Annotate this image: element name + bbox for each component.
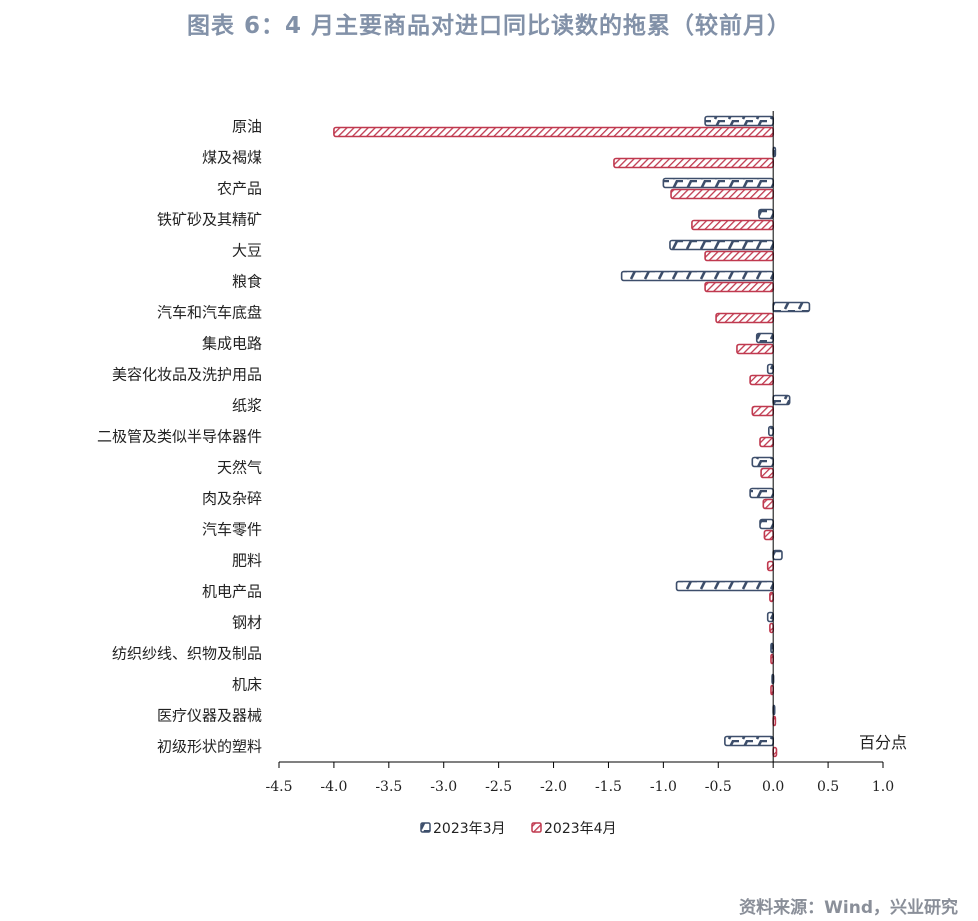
bar-series1 [766, 363, 774, 375]
bar-series2 [670, 188, 774, 200]
bar-series2 [762, 498, 774, 510]
category-label: 粮食 [232, 273, 262, 291]
x-tick-label: -1.0 [650, 779, 677, 795]
bar-series1 [767, 425, 774, 437]
bar-series2 [691, 219, 774, 231]
bar-series1 [704, 115, 774, 127]
bar-series2 [749, 374, 774, 386]
x-tick-label: -1.5 [595, 779, 622, 795]
category-label: 医疗仪器及器械 [157, 707, 262, 725]
x-tick-label: -4.5 [266, 779, 293, 795]
x-tick-label: -4.0 [320, 779, 347, 795]
category-label: 农产品 [217, 180, 262, 198]
bar-series2 [766, 560, 774, 572]
bar-series1 [759, 518, 774, 530]
bar-series1 [620, 270, 774, 282]
legend-swatch-series2 [531, 822, 542, 833]
bar-series1 [772, 394, 791, 406]
bar-series2 [704, 250, 774, 262]
category-label: 钢材 [232, 614, 262, 632]
x-tick-label: 1.0 [872, 779, 894, 795]
category-label: 机电产品 [202, 583, 262, 601]
bar-series2 [715, 312, 774, 324]
category-label: 纺织纱线、织物及制品 [112, 645, 262, 663]
category-label: 肥料 [232, 552, 262, 570]
category-label: 集成电路 [202, 335, 262, 353]
x-tick-label: -0.5 [705, 779, 732, 795]
x-tick-label: 0.5 [817, 779, 839, 795]
x-tick-label: -2.0 [540, 779, 567, 795]
x-tick-label: 0.0 [762, 779, 784, 795]
x-tick-label: -3.5 [375, 779, 402, 795]
bar-series2 [759, 436, 774, 448]
bar-series1 [751, 456, 774, 468]
legend-swatch-series1 [420, 822, 431, 833]
bar-series1 [662, 177, 774, 189]
category-label: 原油 [232, 118, 262, 136]
category-label: 汽车零件 [202, 521, 262, 539]
x-tick-label: -3.0 [430, 779, 457, 795]
bar-series1 [758, 208, 774, 220]
bar-series2 [736, 343, 774, 355]
legend-label-series1: 2023年3月 [433, 821, 506, 837]
bar-series1 [675, 580, 774, 592]
bar-series2 [613, 157, 774, 169]
chart-title: 图表 6：4 月主要商品对进口同比读数的拖累（较前月） [186, 13, 792, 39]
category-label: 煤及褐煤 [202, 149, 262, 167]
legend-label-series2: 2023年4月 [544, 821, 617, 837]
category-label: 初级形状的塑料 [157, 738, 262, 756]
category-label: 铁矿砂及其精矿 [157, 211, 262, 229]
category-label: 二极管及类似半导体器件 [97, 428, 262, 446]
bar-series1 [669, 239, 774, 251]
unit-label: 百分点 [859, 733, 907, 752]
bar-series1 [772, 301, 811, 313]
source-note: 资料来源：Wind，兴业研究 [739, 898, 958, 918]
bar-series2 [704, 281, 774, 293]
category-label: 汽车和汽车底盘 [157, 304, 262, 322]
bar-series1 [766, 611, 774, 623]
category-label: 纸浆 [232, 397, 262, 415]
category-label: 天然气 [217, 459, 262, 477]
bar-series1 [724, 735, 774, 747]
bar-series1 [755, 332, 774, 344]
bar-series2 [760, 467, 774, 479]
category-label: 大豆 [232, 242, 262, 260]
category-label: 肉及杂碎 [202, 490, 262, 508]
bar-series2 [763, 529, 774, 541]
category-label: 机床 [232, 676, 262, 694]
bar-series1 [772, 549, 783, 561]
x-tick-label: -2.5 [485, 779, 512, 795]
bar-series2 [333, 126, 774, 138]
category-label: 美容化妆品及洗护用品 [112, 366, 262, 384]
bar-series1 [749, 487, 774, 499]
bar-series2 [751, 405, 774, 417]
